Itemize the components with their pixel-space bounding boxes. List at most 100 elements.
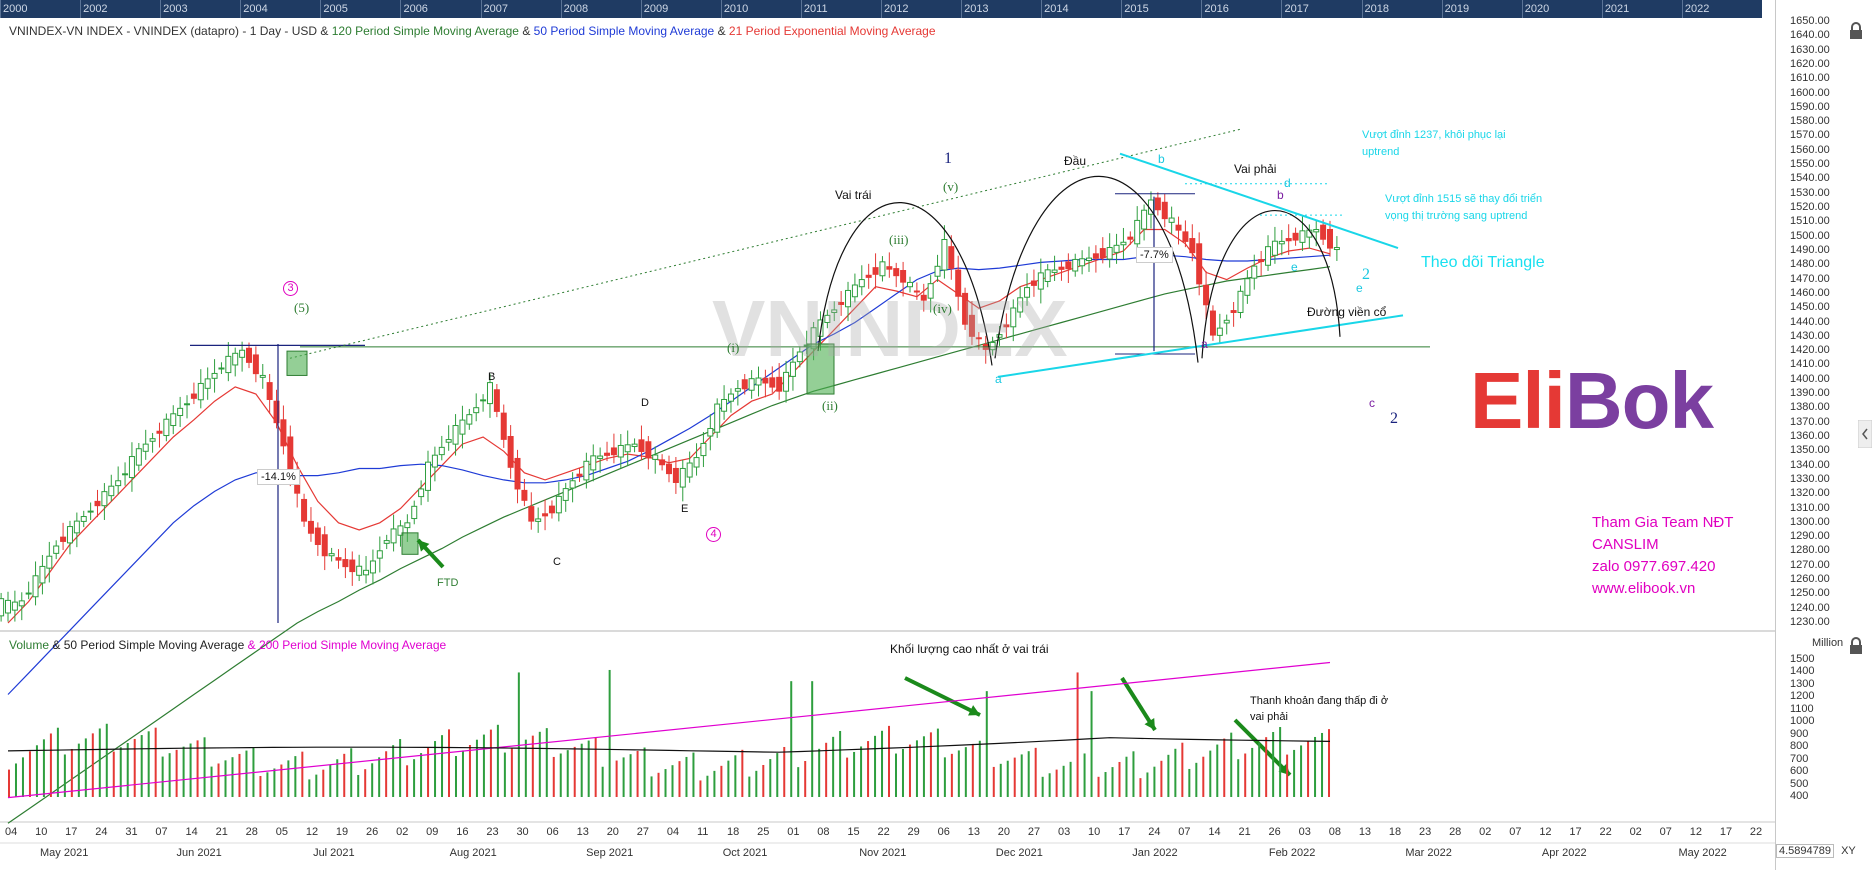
- candle-body: [60, 536, 67, 542]
- lock-icon[interactable]: [1848, 637, 1864, 655]
- candle-body: [369, 560, 376, 574]
- candle-body: [1086, 257, 1093, 261]
- candle-body: [87, 510, 94, 513]
- zoom-mode[interactable]: XY: [1841, 845, 1856, 857]
- volume-bar: [224, 760, 227, 797]
- overview-year-tick: [1201, 0, 1203, 18]
- candle-body: [11, 601, 18, 611]
- overview-year-tick: [240, 0, 242, 18]
- volume-bar: [1111, 767, 1114, 797]
- volume-bar: [587, 740, 590, 797]
- x-day-label: 17: [65, 826, 78, 838]
- volume-bar: [992, 766, 995, 797]
- volume-bar: [1174, 748, 1177, 797]
- volume-bar: [1237, 759, 1240, 797]
- volume-bar: [406, 765, 409, 797]
- candle-body: [142, 443, 149, 452]
- volume-bar: [371, 763, 374, 797]
- brand-part-1: Eli: [1470, 356, 1566, 445]
- candle-body: [1099, 248, 1106, 259]
- x-day-label: 11: [696, 826, 709, 838]
- volume-bar: [210, 766, 213, 797]
- candle-body: [851, 284, 858, 298]
- candle-body: [390, 528, 397, 544]
- volume-bar: [1069, 761, 1072, 797]
- price-tick-label: 1390.00: [1790, 387, 1830, 400]
- candle-body: [872, 267, 879, 275]
- x-month-label: Aug 2021: [449, 847, 497, 859]
- price-tick-label: 1560.00: [1790, 143, 1830, 156]
- candle-body: [1196, 243, 1203, 285]
- overview-year-label: 2019: [1444, 3, 1470, 15]
- brand-part-3: ok: [1621, 356, 1714, 445]
- candle-body: [638, 439, 645, 452]
- wave-label-iv: (iv): [933, 301, 952, 316]
- volume-tick-label: 1100: [1790, 702, 1814, 715]
- volume-bar: [1062, 765, 1065, 797]
- volume-bar: [1027, 751, 1030, 797]
- volume-bar: [971, 743, 974, 797]
- candle-body: [39, 565, 46, 584]
- candle-body: [1003, 324, 1010, 328]
- volume-bar: [482, 734, 485, 797]
- volume-bar: [454, 756, 457, 797]
- candle-body: [184, 403, 191, 406]
- overview-year-tick: [560, 0, 562, 18]
- price-tick-label: 1510.00: [1790, 215, 1830, 228]
- candle-body: [232, 352, 239, 366]
- lock-icon[interactable]: [1848, 22, 1864, 40]
- volume-bar: [1048, 773, 1051, 797]
- drawings: [190, 128, 1430, 777]
- overview-year-tick: [1281, 0, 1283, 18]
- volume-bar: [468, 745, 471, 797]
- volume-bar: [818, 748, 821, 797]
- volume-bar: [853, 751, 856, 797]
- volume-bar: [790, 681, 793, 797]
- volume-bar: [622, 757, 625, 797]
- collapse-panel-icon[interactable]: [1858, 420, 1872, 448]
- candle-body: [1044, 269, 1051, 282]
- candle-body: [762, 377, 769, 384]
- candle-body: [1079, 258, 1086, 267]
- x-day-label: 27: [636, 826, 650, 838]
- candle-body: [1327, 228, 1333, 249]
- price-tick-label: 1290.00: [1790, 530, 1830, 543]
- candle-body: [769, 377, 776, 388]
- candle-body: [652, 454, 659, 460]
- volume-bar: [664, 769, 667, 797]
- volume-bar: [1251, 747, 1254, 797]
- candle-body: [521, 489, 528, 501]
- x-day-label: 10: [1088, 826, 1101, 838]
- volume-bar: [545, 728, 548, 797]
- volume-bar: [1034, 747, 1037, 797]
- x-day-label: 03: [1298, 826, 1311, 838]
- volume-bar: [294, 756, 297, 797]
- volume-bar: [755, 770, 758, 797]
- price-tick-label: 1480.00: [1790, 258, 1830, 271]
- volume-bar: [161, 756, 164, 797]
- drawdown-label-left: -14.1%: [257, 469, 300, 485]
- candle-body: [1244, 278, 1251, 296]
- left-shoulder-arc: [817, 202, 993, 366]
- candle-body: [115, 480, 122, 487]
- volume-bar: [42, 739, 45, 797]
- price-chart[interactable]: [0, 0, 1775, 870]
- x-day-label: 13: [576, 826, 589, 838]
- candle-body: [1299, 230, 1306, 243]
- candle-body: [721, 398, 728, 412]
- zoom-readout[interactable]: 4.5894789 XY: [1776, 844, 1872, 861]
- x-day-label: 16: [456, 826, 469, 838]
- volume-bar: [811, 681, 814, 797]
- highlight-box: [286, 350, 308, 376]
- candle-body: [597, 455, 604, 459]
- candle-body: [280, 419, 287, 447]
- overview-year-label: 2004: [243, 3, 268, 15]
- volume-bar: [287, 760, 290, 797]
- x-day-label: 22: [1749, 826, 1763, 838]
- price-tick-label: 1400.00: [1790, 372, 1830, 385]
- candle-body: [989, 341, 996, 351]
- volume-bar: [559, 753, 562, 797]
- candle-body: [727, 393, 734, 402]
- candle-body: [1333, 247, 1340, 251]
- volume-bar: [650, 776, 653, 797]
